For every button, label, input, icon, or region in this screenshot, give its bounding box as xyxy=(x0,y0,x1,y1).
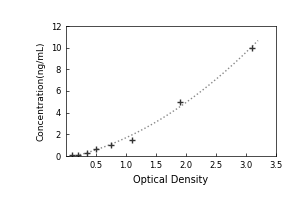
X-axis label: Optical Density: Optical Density xyxy=(134,175,208,185)
Y-axis label: Concentration(ng/mL): Concentration(ng/mL) xyxy=(36,41,45,141)
